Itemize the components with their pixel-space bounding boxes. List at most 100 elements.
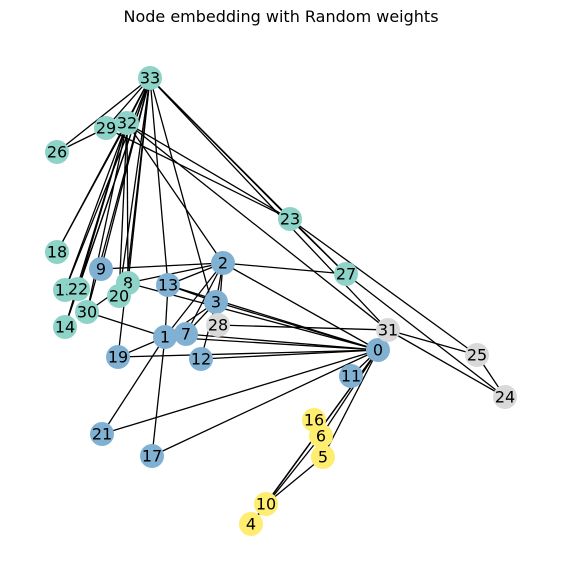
node-circle-20 [107, 284, 131, 308]
node-label-33: 33 [140, 69, 160, 88]
node-26: 26 [45, 140, 69, 164]
node-circle-11 [339, 364, 363, 388]
node-circle-17 [140, 444, 164, 468]
node-circle-1 [153, 325, 177, 349]
node-label-23: 23 [280, 210, 300, 229]
node-16: 16 [302, 408, 326, 432]
node-14: 14 [53, 315, 77, 339]
node-circle-24 [493, 385, 517, 409]
node-label-18: 18 [47, 243, 67, 262]
node-30: 30 [75, 300, 99, 324]
node-label-25: 25 [467, 346, 487, 365]
node-label-26: 26 [47, 143, 67, 162]
node-circle-0 [366, 338, 390, 362]
node-18: 18 [45, 240, 69, 264]
node-label-27: 27 [336, 265, 356, 284]
node-circle-3 [204, 290, 228, 314]
edge-23-25 [289, 218, 478, 356]
edge-2-8 [127, 262, 224, 284]
node-label-1: 1 [160, 328, 170, 347]
node-7: 7 [174, 322, 198, 346]
edge-23-29 [105, 127, 291, 220]
node-circle-27 [334, 262, 358, 286]
node-9: 9 [89, 257, 113, 281]
edge-0-13 [167, 284, 379, 351]
node-circle-9 [89, 257, 113, 281]
node-circle-26 [45, 140, 69, 164]
node-circle-12 [189, 347, 213, 371]
edge-0-21 [101, 349, 379, 435]
node-circle-30 [75, 300, 99, 324]
node-label-29: 29 [96, 119, 116, 138]
edge-2-32 [126, 122, 224, 264]
edge-22-32 [77, 122, 128, 290]
node-29: 29 [94, 116, 118, 140]
node-label-16: 16 [304, 411, 324, 430]
edge-27-33 [149, 77, 347, 275]
edge-1-30 [86, 311, 166, 338]
edge-1-2 [164, 262, 224, 338]
edge-24-27 [345, 273, 506, 398]
node-label-20: 20 [109, 287, 129, 306]
node-circle-33 [138, 66, 162, 90]
node-label-3: 3 [211, 293, 221, 312]
node-label-6: 6 [316, 427, 326, 446]
edge-0-17 [151, 349, 379, 457]
node-label-31: 31 [378, 321, 398, 340]
edge-25-31 [387, 329, 478, 356]
node-circle-29 [94, 116, 118, 140]
edge-20-33 [118, 77, 151, 297]
node-0: 0 [366, 338, 390, 362]
edge-1-17 [151, 336, 166, 457]
node-23: 23 [278, 207, 302, 231]
node-label-21: 21 [92, 425, 112, 444]
node-label-22: 22 [68, 280, 88, 299]
node-circle-18 [45, 240, 69, 264]
edge-26-33 [56, 77, 151, 153]
node-circle-14 [53, 315, 77, 339]
edge-2-9 [100, 262, 224, 270]
node-circle-22 [66, 277, 90, 301]
node-label-28: 28 [208, 316, 228, 335]
edge-30-32 [86, 122, 128, 313]
node-circle-2 [211, 251, 235, 275]
edge-31-33 [149, 77, 389, 331]
node-13: 13 [156, 273, 180, 297]
edge-24-31 [387, 329, 506, 398]
node-27: 27 [334, 262, 358, 286]
nodes-layer: 0123456789101112131415161718192021222324… [45, 66, 517, 536]
edge-0-6 [320, 349, 379, 437]
node-label-10: 10 [256, 495, 276, 514]
node-4: 4 [239, 512, 263, 536]
edge-5-10 [265, 456, 324, 505]
node-circle-32 [115, 111, 139, 135]
node-5: 5 [311, 445, 335, 469]
node-label-4: 4 [246, 515, 256, 534]
node-19: 19 [106, 345, 130, 369]
edge-1-21 [101, 336, 166, 435]
node-label-11: 11 [341, 367, 361, 386]
node-label-8: 8 [123, 274, 133, 293]
node-32: 32 [115, 111, 139, 135]
edge-20-32 [118, 122, 128, 297]
node-circle-31 [376, 318, 400, 342]
node-10: 10 [254, 492, 278, 516]
edge-2-27 [222, 262, 347, 275]
node-3: 3 [204, 290, 228, 314]
edge-31-32 [126, 122, 389, 331]
node-label-13: 13 [158, 276, 178, 295]
edge-8-32 [126, 122, 129, 284]
edge-28-33 [149, 77, 219, 326]
node-28: 28 [206, 313, 230, 337]
edge-15-32 [64, 122, 128, 291]
node-12: 12 [189, 347, 213, 371]
node-21: 21 [90, 422, 114, 446]
node-circle-13 [156, 273, 180, 297]
node-circle-10 [254, 492, 278, 516]
node-circle-4 [239, 512, 263, 536]
edge-13-33 [149, 77, 169, 286]
edge-23-32 [126, 122, 291, 220]
node-label-32: 32 [117, 114, 137, 133]
node-circle-16 [302, 408, 326, 432]
